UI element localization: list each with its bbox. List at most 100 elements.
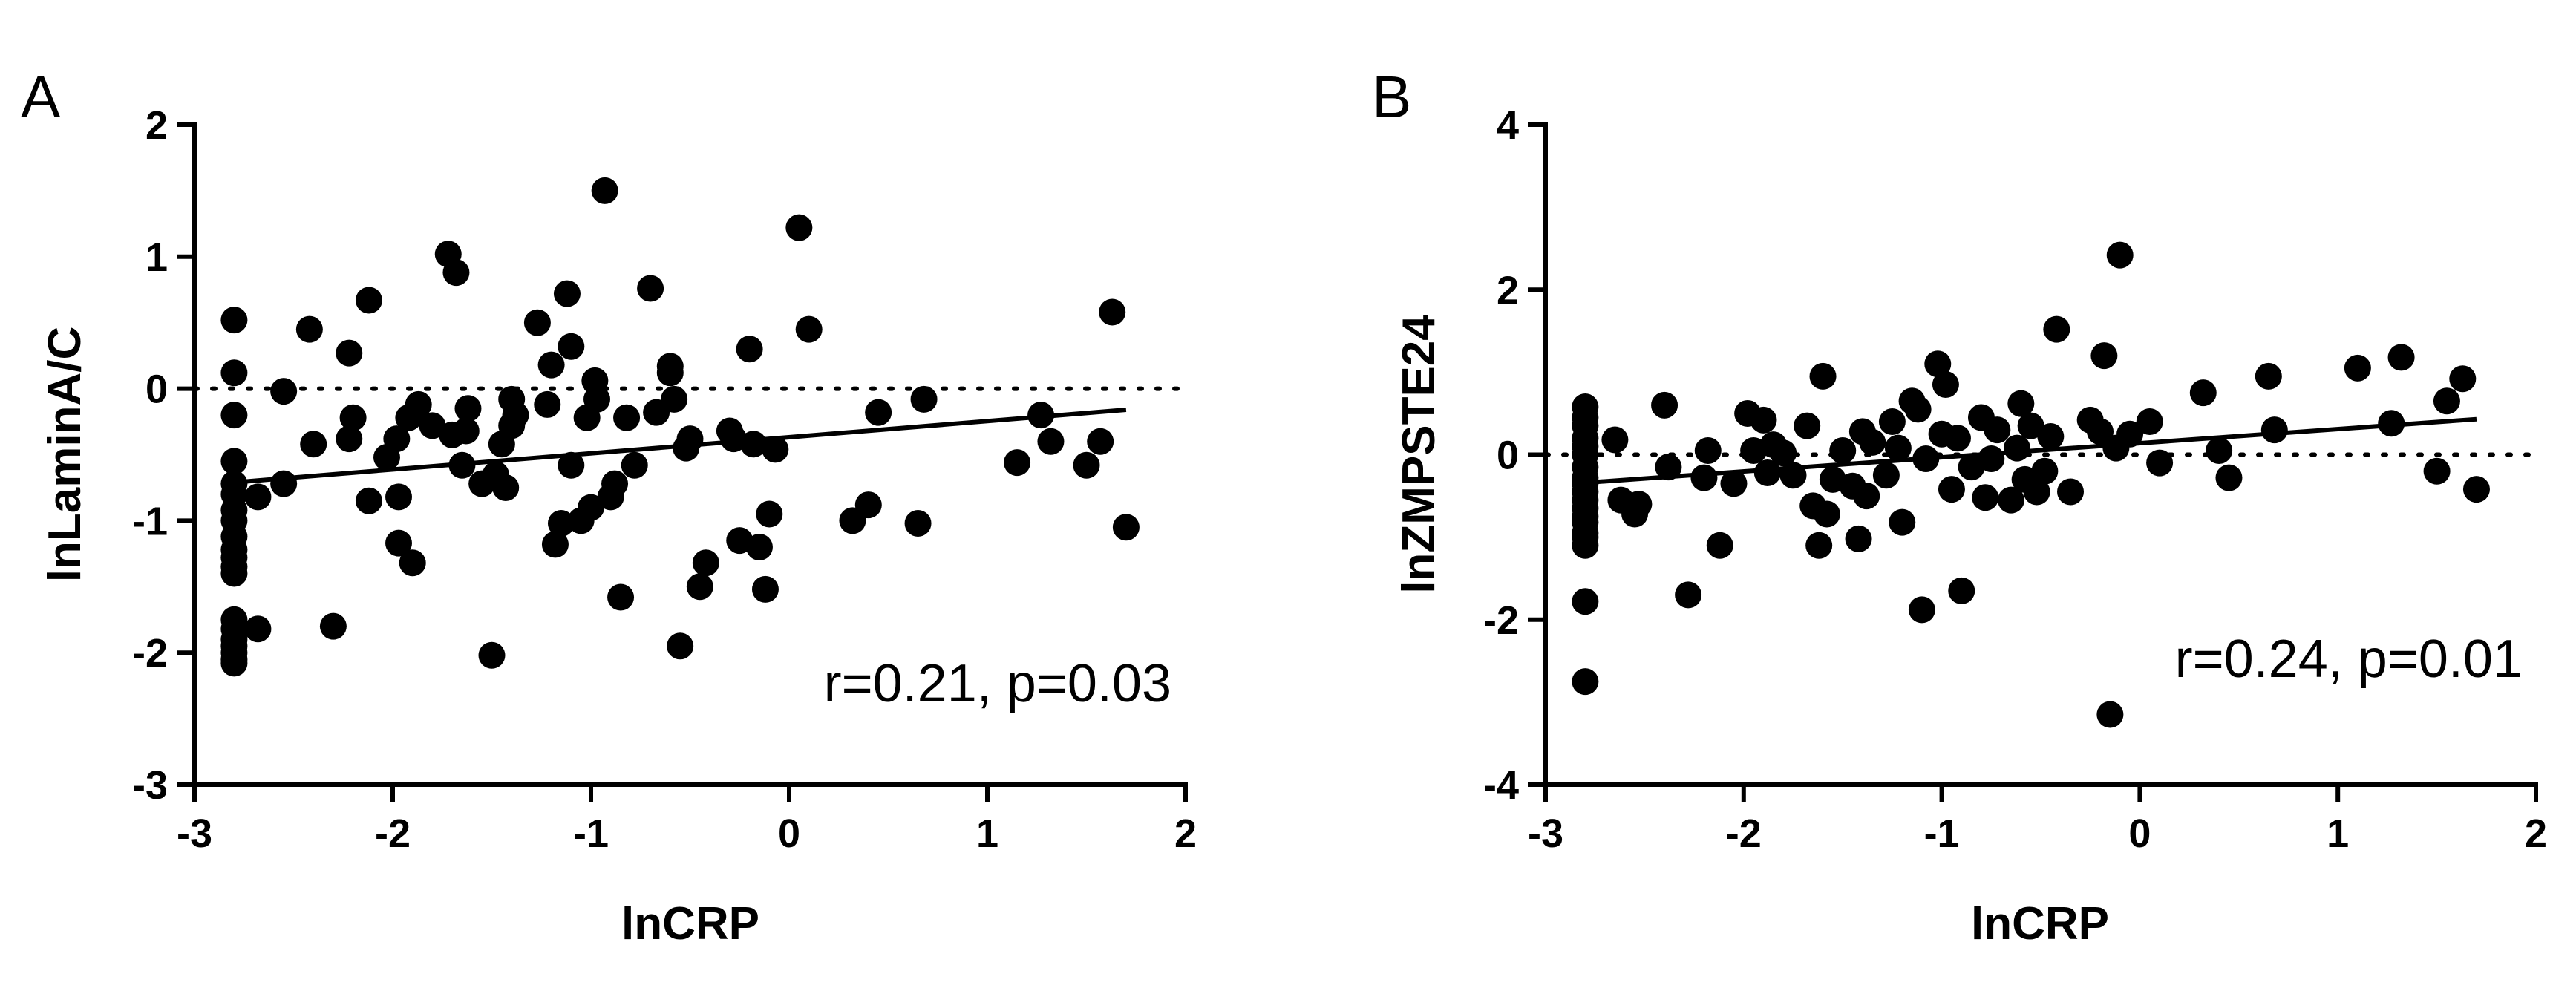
panel-a-data-point bbox=[383, 425, 411, 453]
panel-b-y-axis-title: lnZMPSTE24 bbox=[1393, 315, 1445, 594]
panel-b-data-point bbox=[1572, 532, 1599, 559]
panel-a-x-tick-label: 1 bbox=[976, 811, 998, 856]
panel-b-data-point bbox=[2387, 344, 2415, 371]
panel-a-data-point bbox=[220, 560, 248, 587]
panel-b-data-point bbox=[2003, 434, 2030, 462]
panel-a-data-point bbox=[785, 214, 813, 241]
panel-b-data-point bbox=[1944, 425, 1971, 452]
panel-b-y-tick-label: 2 bbox=[1497, 268, 1519, 313]
panel-b-data-point bbox=[2017, 412, 2044, 439]
panel-b-x-tick-label: -1 bbox=[1924, 811, 1960, 856]
panel-b-data-point bbox=[1912, 445, 1940, 473]
panel-a-data-point bbox=[220, 402, 248, 429]
panel-a-x-tick-labels: -3 -2 -1 0 1 2 bbox=[177, 811, 1197, 856]
panel-a-data-point bbox=[591, 177, 618, 204]
panel-b-data-point bbox=[1978, 445, 2005, 473]
panel-b-data-point bbox=[2255, 362, 2282, 390]
panel-a-data-point bbox=[745, 533, 773, 560]
panel-b-x-axis-title: lnCRP bbox=[1971, 898, 2109, 949]
panel-a-data-point bbox=[541, 531, 569, 558]
panel-a-data-point bbox=[270, 470, 298, 497]
panel-a-axes bbox=[177, 122, 1188, 802]
panel-a-data-point bbox=[220, 359, 248, 387]
panel-a-data-point bbox=[534, 390, 561, 418]
panel-a-label: A bbox=[21, 64, 61, 130]
panel-a-data-point bbox=[244, 615, 272, 643]
panel-b-data-point bbox=[1972, 484, 1999, 511]
panel-a: A -3 -2 -1 0 1 2 -3 -2 -1 0 1 2 lnCRP lnLaminA/C r… bbox=[21, 64, 1197, 949]
panel-a-data-point bbox=[220, 650, 248, 677]
panel-a-data-point bbox=[319, 612, 347, 640]
panel-b-x-tick-label: 2 bbox=[2525, 811, 2547, 856]
panel-a-data-point bbox=[692, 549, 719, 577]
panel-a-points bbox=[220, 177, 1140, 677]
panel-b-data-point bbox=[1938, 476, 1965, 503]
panel-a-data-point bbox=[339, 404, 367, 431]
panel-b-axes bbox=[1528, 122, 2538, 802]
panel-b-data-point bbox=[1753, 459, 1781, 486]
panel-b-data-point bbox=[2106, 241, 2134, 269]
panel-a-y-tick-label: 1 bbox=[146, 235, 168, 280]
panel-a-data-point bbox=[220, 448, 248, 475]
panel-a-data-point bbox=[762, 436, 789, 463]
panel-a-data-point bbox=[795, 315, 823, 343]
panel-a-data-point bbox=[558, 451, 585, 479]
panel-a-stats-annotation: r=0.21, p=0.03 bbox=[824, 654, 1171, 713]
panel-b-data-point bbox=[1829, 436, 1857, 464]
panel-a-x-axis-title: lnCRP bbox=[621, 898, 759, 949]
panel-a-data-point bbox=[419, 412, 446, 439]
panel-b-y-tick-label: 0 bbox=[1497, 434, 1519, 478]
panel-a-data-point bbox=[523, 309, 551, 336]
panel-a-x-tick-label: 2 bbox=[1174, 811, 1197, 856]
panel-a-data-point bbox=[1087, 428, 1114, 455]
panel-b-data-point bbox=[1889, 508, 1916, 536]
panel-b-y-tick-label: -4 bbox=[1483, 763, 1519, 808]
panel-a-data-point bbox=[537, 351, 565, 379]
panel-a-y-tick-labels: -3 -2 -1 0 1 2 bbox=[132, 103, 168, 808]
panel-a-data-point bbox=[601, 470, 629, 497]
panel-b-data-point bbox=[1706, 532, 1733, 559]
panel-b-data-point bbox=[1655, 454, 1682, 481]
panel-a-data-point bbox=[676, 425, 704, 453]
panel-a-y-axis-title: lnLaminA/C bbox=[39, 327, 91, 582]
panel-b-data-point bbox=[1794, 412, 1821, 439]
panel-a-data-point bbox=[854, 491, 882, 519]
panel-b-x-tick-label: 0 bbox=[2128, 811, 2151, 856]
panel-b-data-point bbox=[2043, 315, 2070, 343]
panel-a-data-point bbox=[1004, 449, 1031, 477]
panel-a-data-point bbox=[667, 632, 694, 660]
panel-a-data-point bbox=[607, 583, 635, 611]
panel-b-data-point bbox=[1720, 470, 1748, 497]
panel-a-data-point bbox=[910, 385, 938, 413]
panel-b-data-point bbox=[2007, 390, 2035, 417]
panel-b-data-point bbox=[1872, 462, 1900, 489]
panel-a-data-point bbox=[1099, 298, 1126, 326]
panel-b-data-point bbox=[1904, 396, 1932, 423]
panel-b-data-point bbox=[1809, 362, 1837, 390]
panel-a-data-point bbox=[578, 494, 604, 521]
panel-a-data-point bbox=[452, 417, 480, 445]
panel-a-data-point bbox=[448, 451, 476, 479]
panel-b-data-point bbox=[2136, 408, 2163, 436]
panel-a-data-point bbox=[405, 390, 432, 418]
panel-b-data-point bbox=[2037, 423, 2065, 451]
panel-b-data-point bbox=[1813, 500, 1840, 528]
panel-a-data-point bbox=[336, 339, 363, 367]
panel-b-data-point bbox=[2462, 476, 2490, 503]
panel-b-data-point bbox=[2087, 418, 2114, 445]
panel-b-data-point bbox=[2260, 416, 2288, 444]
panel-b-y-tick-label: 4 bbox=[1497, 103, 1519, 148]
panel-b-data-point bbox=[2116, 420, 2144, 448]
panel-a-data-point bbox=[686, 573, 713, 601]
panel-a-data-point bbox=[553, 280, 581, 307]
panel-a-data-point bbox=[300, 431, 327, 458]
panel-b-data-point bbox=[1984, 416, 2011, 444]
panel-a-x-tick-label: 0 bbox=[778, 811, 800, 856]
panel-a-data-point bbox=[492, 474, 520, 501]
panel-b-data-point bbox=[1572, 668, 1599, 696]
panel-b-data-point bbox=[2057, 478, 2085, 506]
panel-a-data-point bbox=[1073, 451, 1100, 479]
panel-b-data-point bbox=[1878, 408, 1906, 436]
panel-b-points bbox=[1572, 241, 2490, 728]
